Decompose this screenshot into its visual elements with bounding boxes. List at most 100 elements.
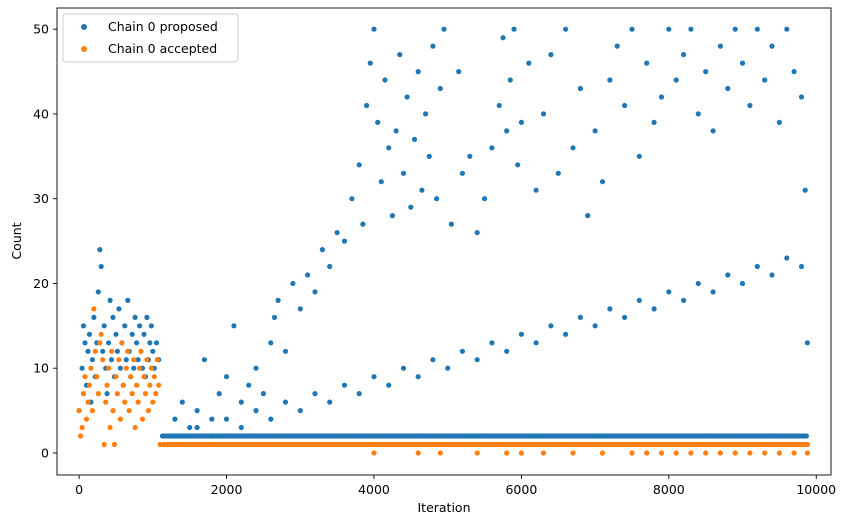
data-point: [97, 340, 103, 346]
data-point: [104, 382, 110, 388]
data-point: [673, 450, 679, 456]
data-point: [327, 263, 333, 270]
data-point: [129, 331, 135, 337]
data-point: [732, 26, 738, 32]
data-point: [111, 441, 118, 448]
series-accepted: [76, 306, 811, 456]
data-point: [769, 43, 775, 49]
data-point: [570, 145, 576, 151]
data-point: [86, 331, 92, 337]
data-point: [577, 85, 584, 92]
data-point: [415, 450, 421, 456]
x-tick-label: 0: [75, 482, 83, 497]
data-point: [100, 348, 106, 354]
data-point: [104, 391, 110, 397]
x-tick-label: 8000: [653, 482, 685, 497]
data-point: [364, 102, 370, 109]
data-point: [481, 196, 488, 202]
data-point: [448, 221, 454, 227]
data-point: [282, 348, 289, 354]
data-point: [106, 340, 112, 346]
data-point: [489, 145, 495, 151]
data-point: [94, 374, 100, 380]
data-point: [393, 128, 399, 134]
data-point: [120, 382, 126, 388]
data-point: [599, 179, 606, 185]
data-point: [703, 450, 709, 456]
data-point: [92, 348, 98, 354]
data-point: [349, 196, 355, 202]
data-point: [260, 391, 266, 397]
data-point: [688, 450, 694, 456]
data-point: [138, 348, 144, 354]
data-point: [408, 204, 414, 210]
data-point: [804, 450, 811, 456]
data-point: [762, 77, 768, 83]
data-point: [123, 365, 129, 371]
data-point: [238, 399, 244, 405]
data-point: [148, 365, 154, 371]
data-point: [89, 408, 95, 414]
data-point: [658, 450, 665, 456]
data-point: [327, 399, 333, 405]
data-point: [144, 357, 150, 363]
data-point: [533, 340, 539, 346]
data-point: [769, 272, 775, 278]
data-point: [688, 26, 694, 32]
data-point: [456, 69, 462, 75]
data-point: [360, 221, 366, 227]
data-point: [132, 314, 138, 320]
data-point: [108, 348, 115, 354]
data-point: [126, 408, 132, 414]
data-point: [804, 340, 811, 346]
data-point: [145, 408, 151, 414]
data-point: [754, 26, 760, 32]
data-point: [437, 85, 443, 92]
data-point: [540, 450, 547, 456]
data-point: [389, 213, 395, 219]
data-point: [673, 77, 679, 83]
data-point: [515, 162, 521, 168]
data-point: [141, 331, 147, 337]
data-point: [644, 60, 650, 66]
data-point: [179, 399, 185, 405]
plot-area: [56, 7, 832, 476]
data-point: [695, 280, 701, 287]
y-tick-label: 10: [33, 361, 49, 376]
data-point: [312, 289, 318, 295]
data-point: [459, 170, 465, 176]
data-point: [496, 102, 502, 109]
y-tick-label: 0: [41, 445, 49, 460]
axes-frame: [56, 7, 832, 476]
data-point: [268, 416, 274, 422]
data-point: [194, 424, 200, 431]
data-point: [754, 263, 760, 270]
data-point: [101, 323, 107, 329]
data-point: [91, 306, 97, 312]
data-point: [334, 230, 340, 236]
data-point: [518, 331, 525, 337]
data-point: [110, 408, 116, 414]
data-point: [80, 323, 87, 329]
data-point: [725, 85, 731, 92]
y-axis-label: Count: [9, 222, 24, 259]
data-point: [500, 35, 506, 41]
data-point: [614, 43, 620, 49]
data-point: [95, 289, 101, 295]
data-point: [114, 348, 120, 354]
data-point: [156, 382, 162, 388]
data-point: [437, 450, 443, 456]
data-point: [147, 340, 153, 346]
data-point: [151, 374, 157, 380]
data-point: [150, 399, 156, 405]
data-point: [82, 374, 88, 380]
data-point: [135, 357, 141, 363]
data-point: [474, 357, 480, 363]
data-point: [651, 119, 657, 125]
data-point: [154, 357, 160, 363]
data-point: [732, 450, 738, 456]
data-point: [710, 128, 716, 134]
data-point: [419, 187, 425, 193]
data-point: [134, 382, 140, 388]
data-point: [114, 391, 120, 397]
